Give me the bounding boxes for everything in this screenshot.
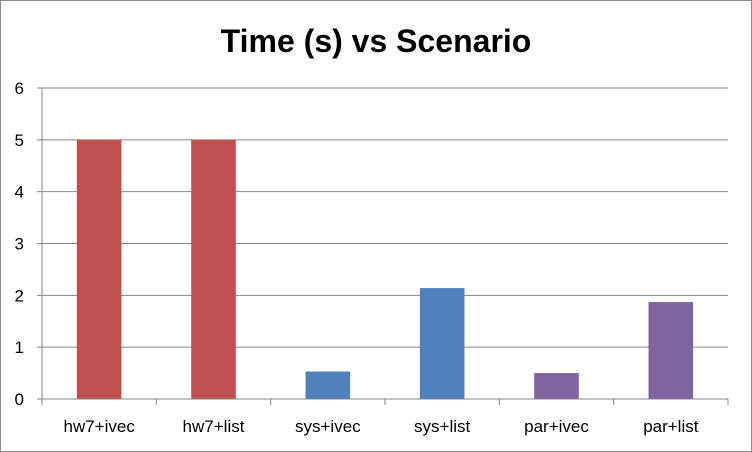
y-tick-label: 3 <box>15 235 24 254</box>
chart-title: Time (s) vs Scenario <box>220 23 532 59</box>
x-tick-label: sys+list <box>414 417 470 436</box>
bar-sys-ivec <box>305 371 351 399</box>
x-tick-label: hw7+list <box>183 417 245 436</box>
y-tick-label: 6 <box>15 79 24 98</box>
y-tick-label: 0 <box>15 390 24 409</box>
x-tick-label: sys+ivec <box>295 417 361 436</box>
bars <box>76 139 694 400</box>
y-tick-label: 1 <box>15 338 24 357</box>
y-tick-label: 4 <box>15 183 24 202</box>
gridlines <box>42 87 728 348</box>
bar-sys-list <box>419 288 465 399</box>
bar-hw7-ivec <box>76 139 122 400</box>
bar-hw7-list <box>191 139 236 400</box>
tick-labels: 0 1 2 3 4 5 6 hw7+ivec hw7+list sys+ivec sys+list p… <box>15 79 699 436</box>
bar-par-ivec <box>534 373 579 399</box>
y-tick-label: 5 <box>15 131 24 150</box>
x-tick-label: par+ivec <box>524 417 589 436</box>
x-tick-label: hw7+ivec <box>63 417 135 436</box>
bar-par-list <box>648 302 694 399</box>
x-tick-label: par+list <box>643 417 699 436</box>
y-tick-label: 2 <box>15 286 24 305</box>
axes <box>37 87 729 405</box>
